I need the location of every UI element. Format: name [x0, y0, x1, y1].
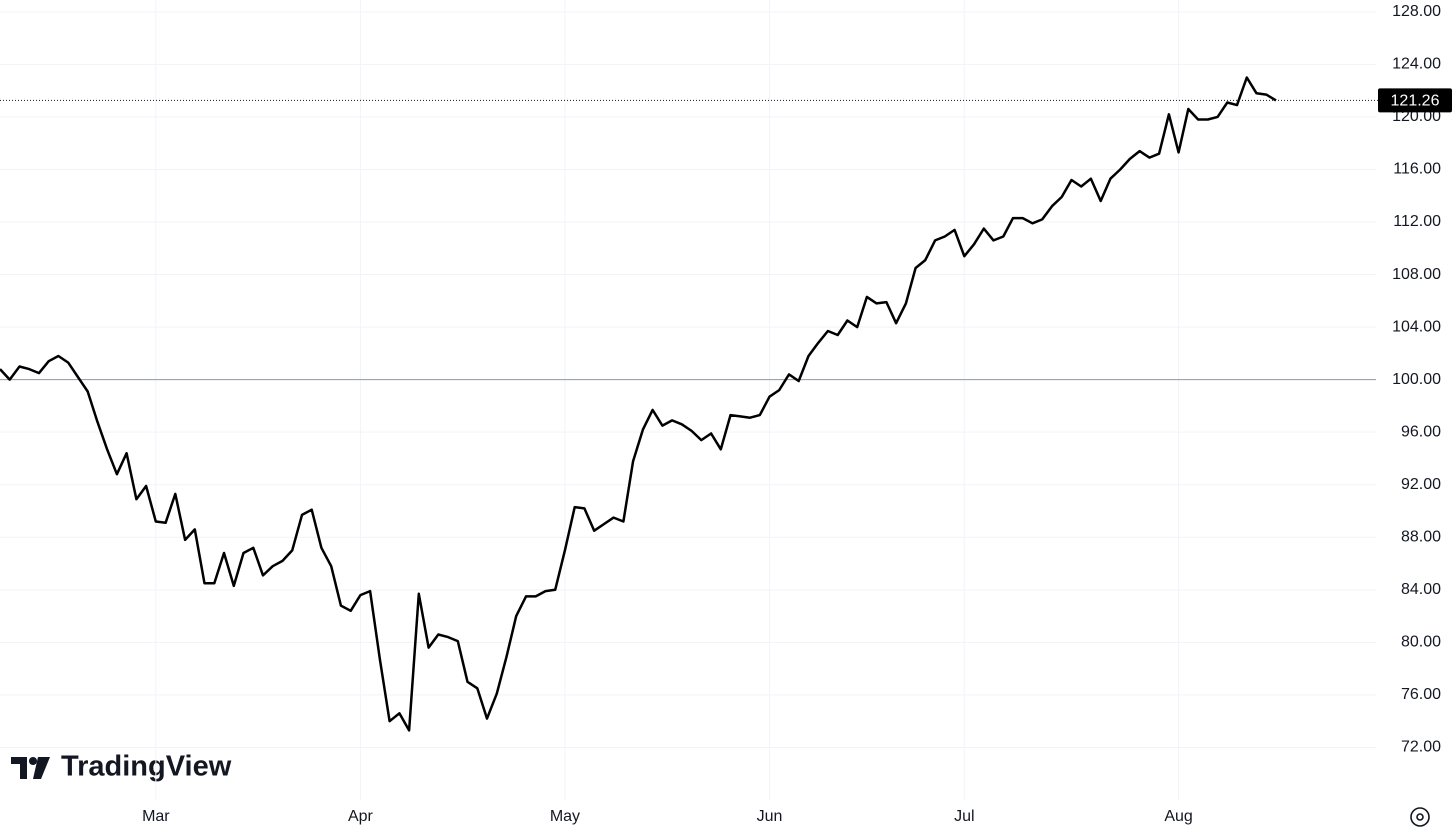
y-tick-label: 100.00 [1392, 371, 1441, 388]
y-tick-label: 96.00 [1401, 423, 1441, 440]
y-tick-label: 72.00 [1401, 739, 1441, 756]
last-price-label: 121.26 [1391, 93, 1440, 110]
y-tick-label: 124.00 [1392, 56, 1441, 73]
x-tick-label: Apr [348, 808, 374, 825]
y-tick-label: 128.00 [1392, 3, 1441, 20]
last-price-tag [1378, 88, 1452, 113]
x-tick-label: Jun [757, 808, 783, 825]
y-tick-label: 80.00 [1401, 634, 1441, 651]
x-tick-label: May [550, 808, 580, 825]
y-tick-label: 104.00 [1392, 318, 1441, 335]
y-tick-label: 116.00 [1393, 161, 1441, 178]
y-tick-label: 84.00 [1401, 581, 1441, 598]
settings-icon[interactable] [1410, 807, 1430, 827]
price-line [0, 76, 1277, 732]
y-tick-label: 112.00 [1393, 213, 1441, 230]
x-tick-label: Mar [142, 808, 170, 825]
watermark: TradingView [61, 751, 232, 783]
logo [11, 757, 50, 779]
y-tick-label: 120.00 [1392, 108, 1441, 125]
x-tick-label: Aug [1164, 808, 1192, 825]
y-tick-label: 92.00 [1401, 476, 1441, 493]
x-tick-label: Jul [954, 808, 974, 825]
y-tick-label: 88.00 [1401, 528, 1441, 545]
y-tick-label: 76.00 [1401, 686, 1441, 703]
y-tick-label: 108.00 [1392, 266, 1441, 283]
